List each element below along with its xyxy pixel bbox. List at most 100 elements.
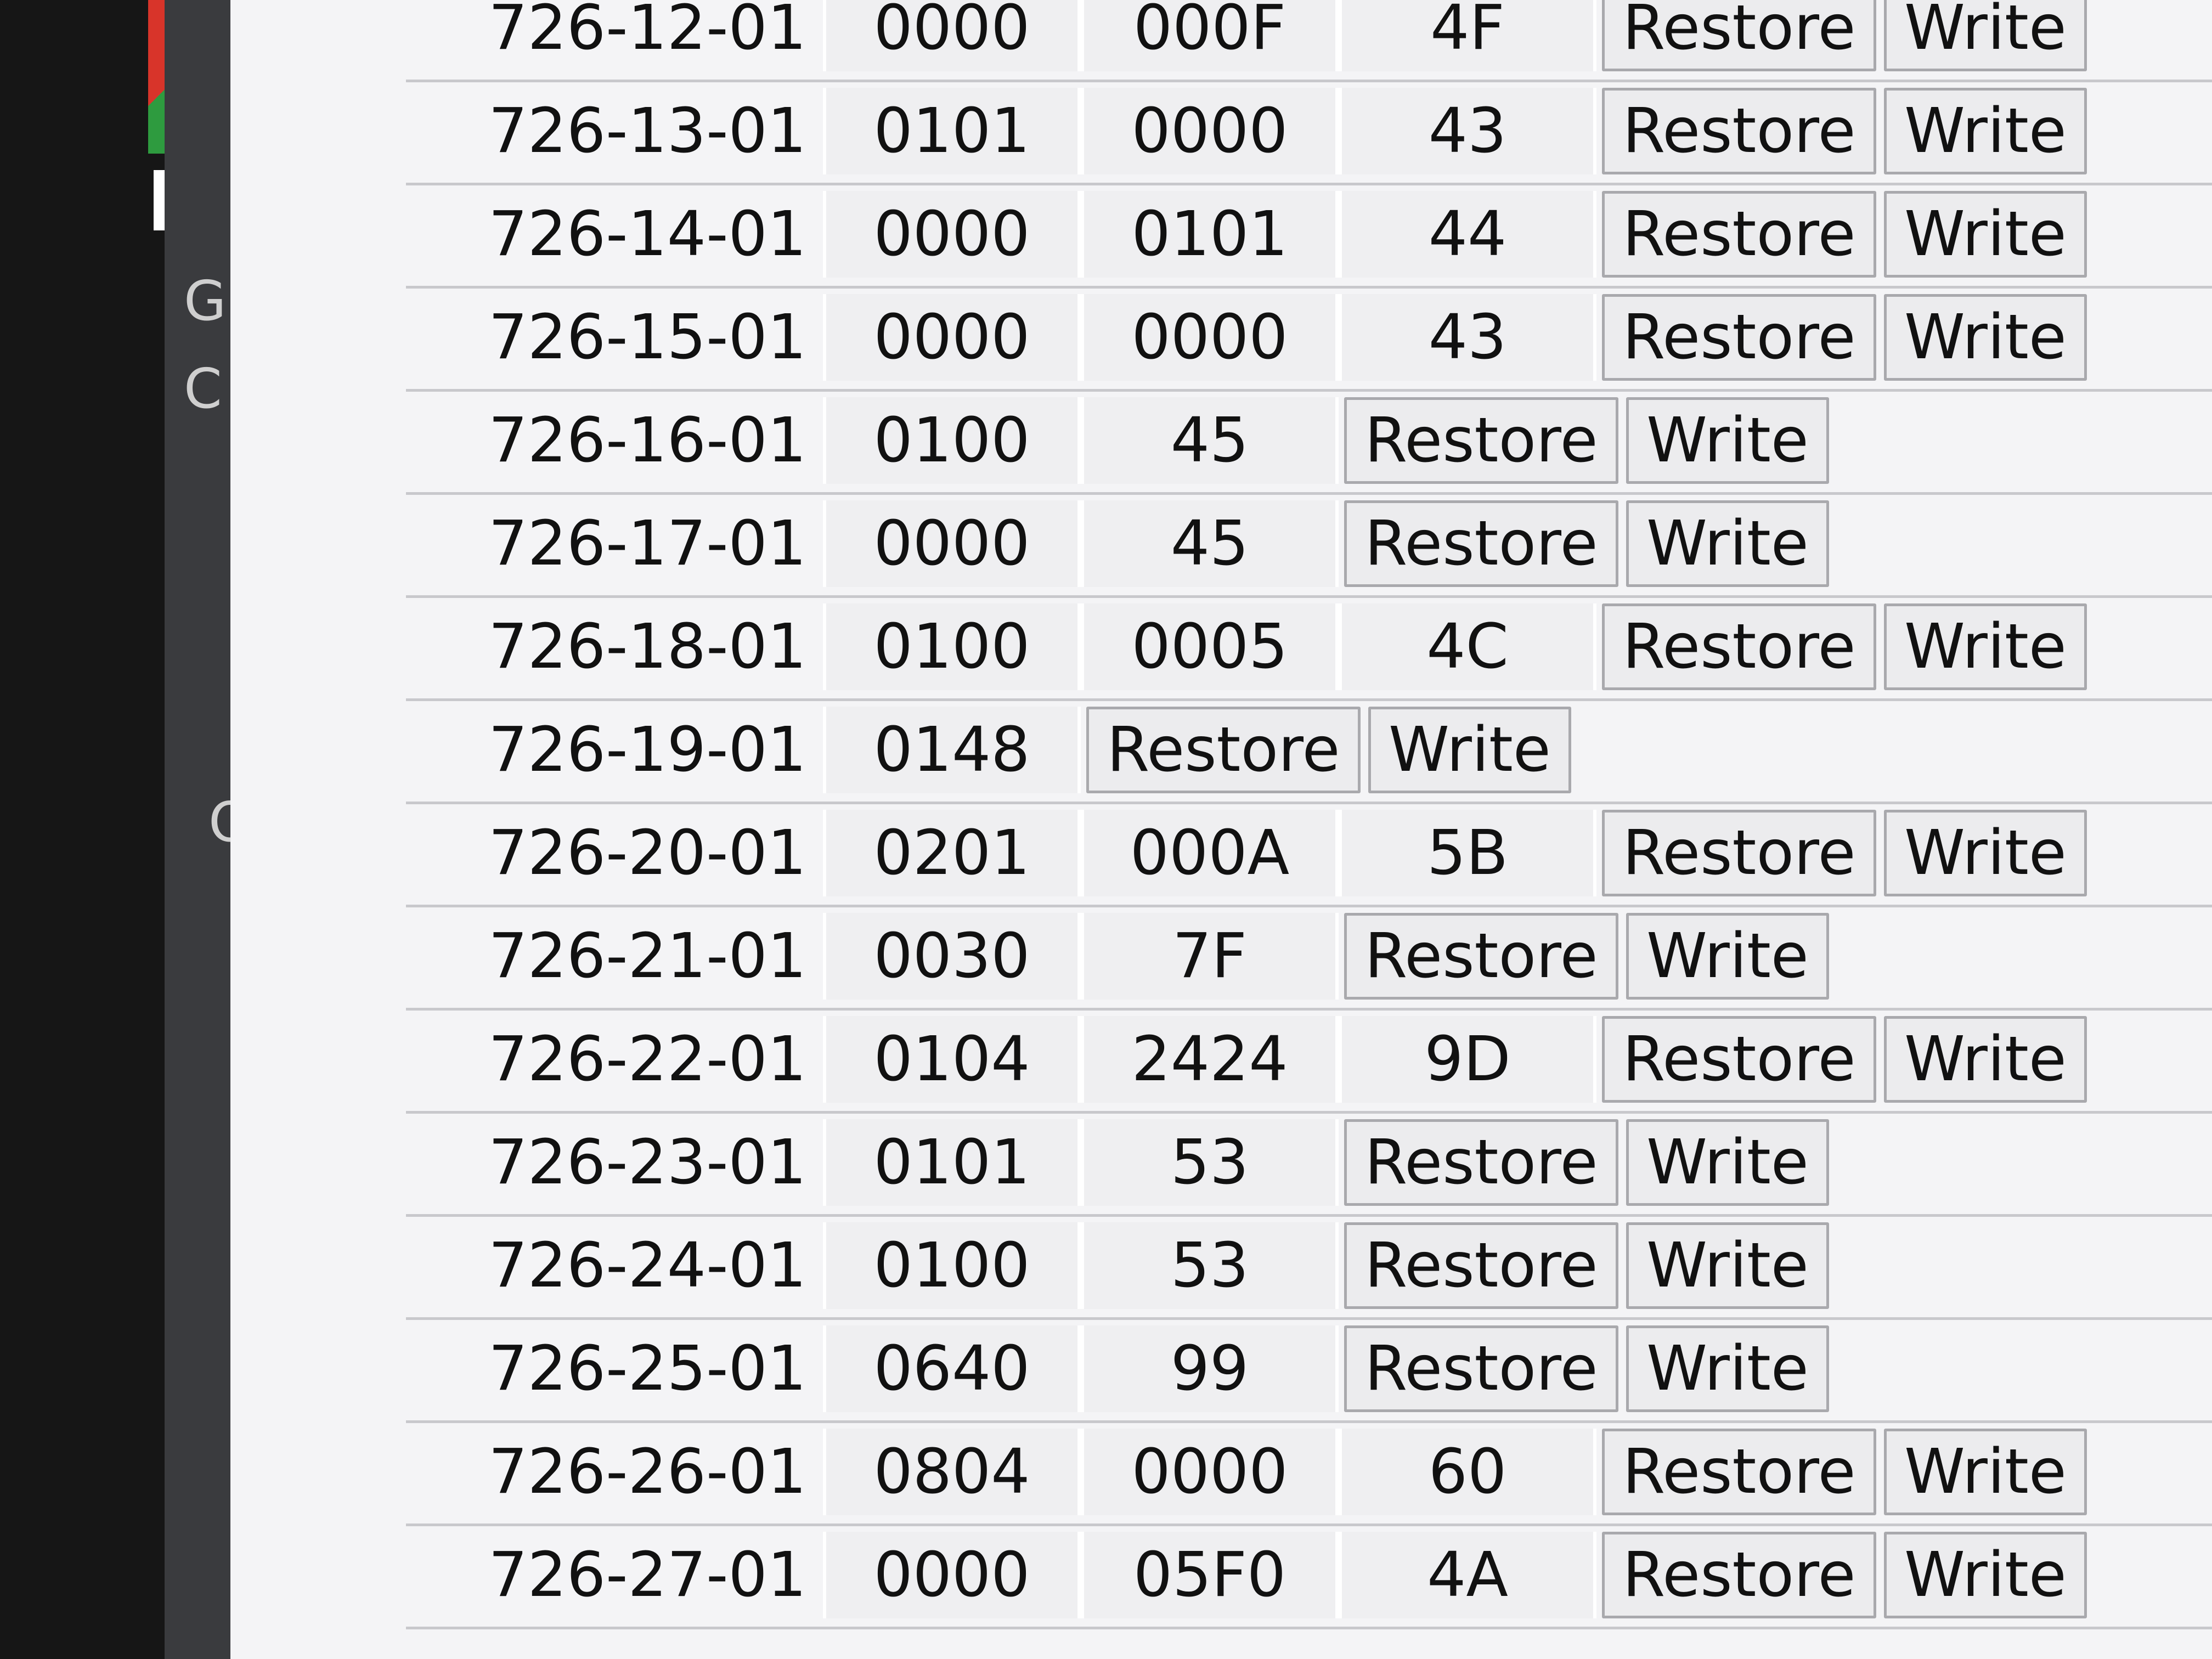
value-cell: 05F0 xyxy=(1081,1532,1339,1618)
value-cell: 0000 xyxy=(823,294,1081,381)
value-cell: 0101 xyxy=(823,88,1081,174)
row-id: 726-12-01 xyxy=(488,0,806,64)
row-id: 726-13-01 xyxy=(488,95,806,167)
write-button[interactable]: Write xyxy=(1884,294,2087,381)
value-cell: 7F xyxy=(1081,913,1339,1000)
write-button[interactable]: Write xyxy=(1884,88,2087,174)
value-cell: 43 xyxy=(1339,88,1596,174)
restore-button[interactable]: Restore xyxy=(1602,603,1876,690)
row-id: 726-22-01 xyxy=(488,1024,806,1095)
value-cell: 9D xyxy=(1339,1016,1596,1103)
value-cell: 0640 xyxy=(823,1325,1081,1412)
table-row: 726-21-01 0030 7F Restore Write xyxy=(406,906,2212,1011)
restore-button[interactable]: Restore xyxy=(1602,191,1876,278)
value-cell: 0804 xyxy=(823,1429,1081,1515)
value-cell: 0148 xyxy=(823,707,1081,793)
restore-button[interactable]: Restore xyxy=(1344,397,1618,484)
row-id: 726-15-01 xyxy=(488,302,806,373)
value-cell: 45 xyxy=(1081,397,1339,484)
table-row: 726-13-01 0101 0000 43 Restore Write xyxy=(406,81,2212,185)
table-row: 726-27-01 0000 05F0 4A Restore Write xyxy=(406,1525,2212,1629)
restore-button[interactable]: Restore xyxy=(1344,1222,1618,1309)
row-id: 726-14-01 xyxy=(488,199,806,270)
row-id: 726-17-01 xyxy=(488,508,806,579)
restore-button[interactable]: Restore xyxy=(1344,913,1618,1000)
value-cell: 0201 xyxy=(823,810,1081,896)
write-button[interactable]: Write xyxy=(1884,603,2087,690)
restore-button[interactable]: Restore xyxy=(1344,1119,1618,1206)
write-button[interactable]: Write xyxy=(1884,810,2087,896)
write-button[interactable]: Write xyxy=(1626,1119,1829,1206)
icon-label: G xyxy=(184,269,227,333)
row-id: 726-20-01 xyxy=(488,817,806,889)
value-cell: 4A xyxy=(1339,1532,1596,1618)
restore-button[interactable]: Restore xyxy=(1602,1016,1876,1103)
row-id: 726-19-01 xyxy=(488,714,806,786)
write-button[interactable]: Write xyxy=(1884,1532,2087,1618)
write-button[interactable]: Write xyxy=(1884,0,2087,71)
restore-button[interactable]: Restore xyxy=(1602,88,1876,174)
row-id: 726-27-01 xyxy=(488,1539,806,1611)
restore-button[interactable]: Restore xyxy=(1086,707,1361,793)
value-cell: 60 xyxy=(1339,1429,1596,1515)
table-row: 726-19-01 0148 Restore Write xyxy=(406,700,2212,804)
value-cell: 4F xyxy=(1339,0,1596,71)
write-button[interactable]: Write xyxy=(1884,1429,2087,1515)
write-button[interactable]: Write xyxy=(1884,191,2087,278)
write-button[interactable]: Write xyxy=(1626,500,1829,587)
write-button[interactable]: Write xyxy=(1626,1222,1829,1309)
row-id: 726-25-01 xyxy=(488,1333,806,1404)
value-cell: 0100 xyxy=(823,1222,1081,1309)
restore-button[interactable]: Restore xyxy=(1602,0,1876,71)
write-button[interactable]: Write xyxy=(1626,397,1829,484)
restore-button[interactable]: Restore xyxy=(1344,1325,1618,1412)
restore-button[interactable]: Restore xyxy=(1344,500,1618,587)
desktop-strip xyxy=(165,0,241,1659)
value-cell: 4C xyxy=(1339,603,1596,690)
value-cell: 43 xyxy=(1339,294,1596,381)
row-id: 726-21-01 xyxy=(488,921,806,992)
write-button[interactable]: Write xyxy=(1884,1016,2087,1103)
row-id: 726-24-01 xyxy=(488,1230,806,1301)
table-row: 726-22-01 0104 2424 9D Restore Write xyxy=(406,1009,2212,1114)
value-cell: 0000 xyxy=(823,0,1081,71)
value-cell: 000A xyxy=(1081,810,1339,896)
restore-button[interactable]: Restore xyxy=(1602,1429,1876,1515)
write-button[interactable]: Write xyxy=(1626,1325,1829,1412)
value-cell: 000F xyxy=(1081,0,1339,71)
value-cell: 0101 xyxy=(1081,191,1339,278)
value-cell: 0100 xyxy=(823,397,1081,484)
value-cell: 44 xyxy=(1339,191,1596,278)
table-row: 726-18-01 0100 0005 4C Restore Write xyxy=(406,597,2212,701)
restore-button[interactable]: Restore xyxy=(1602,294,1876,381)
table-row: 726-26-01 0804 0000 60 Restore Write xyxy=(406,1422,2212,1526)
value-cell: 0101 xyxy=(823,1119,1081,1206)
value-cell: 99 xyxy=(1081,1325,1339,1412)
value-cell: 53 xyxy=(1081,1119,1339,1206)
table-row: 726-24-01 0100 53 Restore Write xyxy=(406,1216,2212,1320)
value-cell: 5B xyxy=(1339,810,1596,896)
row-id: 726-16-01 xyxy=(488,405,806,476)
value-cell: 0000 xyxy=(823,1532,1081,1618)
table-row: 726-20-01 0201 000A 5B Restore Write xyxy=(406,803,2212,907)
table-row: 726-15-01 0000 0000 43 Restore Write xyxy=(406,287,2212,392)
value-cell: 0005 xyxy=(1081,603,1339,690)
value-cell: 0030 xyxy=(823,913,1081,1000)
table-row: 726-14-01 0000 0101 44 Restore Write xyxy=(406,184,2212,289)
value-cell: 2424 xyxy=(1081,1016,1339,1103)
write-button[interactable]: Write xyxy=(1626,913,1829,1000)
value-cell: 0104 xyxy=(823,1016,1081,1103)
restore-button[interactable]: Restore xyxy=(1602,1532,1876,1618)
restore-button[interactable]: Restore xyxy=(1602,810,1876,896)
table-row: 726-16-01 0100 45 Restore Write xyxy=(406,391,2212,495)
table-row: 726-23-01 0101 53 Restore Write xyxy=(406,1113,2212,1217)
value-cell: 0000 xyxy=(1081,88,1339,174)
table-row: 726-12-01 0000 000F 4F Restore Write xyxy=(406,0,2212,82)
value-cell: 0000 xyxy=(1081,1429,1339,1515)
value-cell: 0100 xyxy=(823,603,1081,690)
value-cell: 0000 xyxy=(823,500,1081,587)
icon-label: C xyxy=(184,357,222,421)
value-cell: 0000 xyxy=(1081,294,1339,381)
write-button[interactable]: Write xyxy=(1368,707,1571,793)
